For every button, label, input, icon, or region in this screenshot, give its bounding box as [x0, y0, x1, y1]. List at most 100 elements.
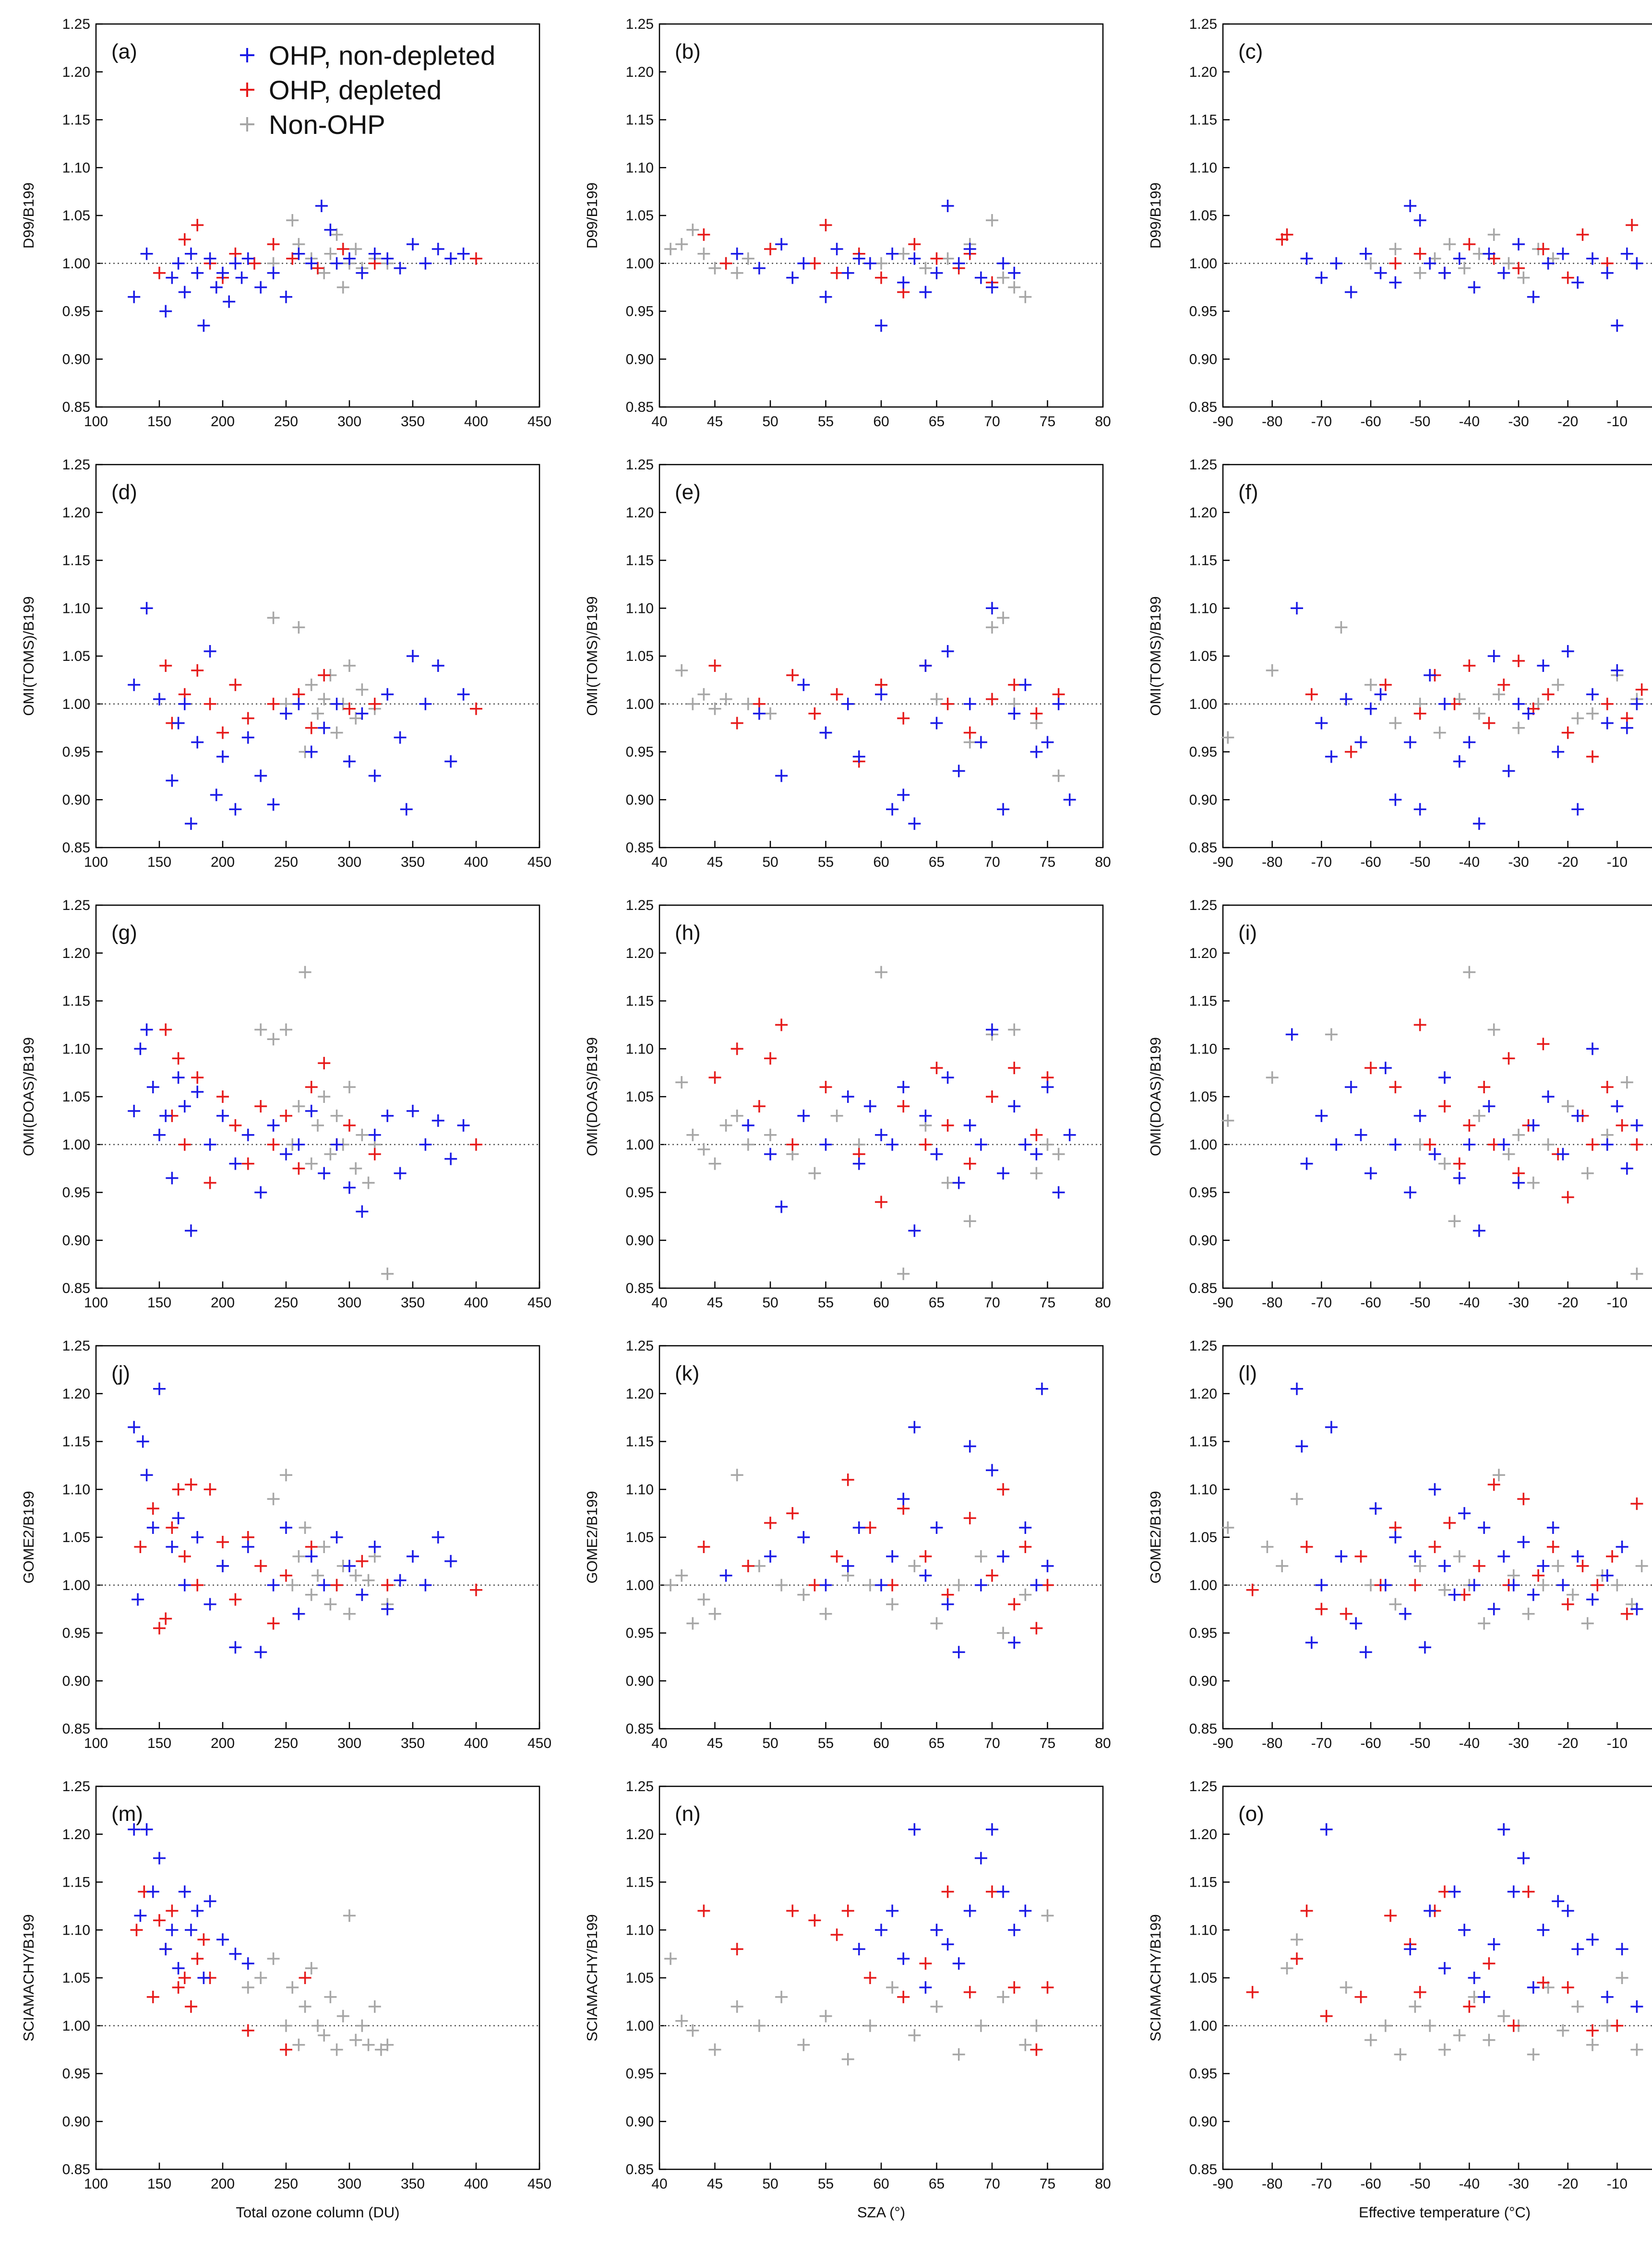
data-point: [470, 1138, 482, 1151]
data-point: [997, 271, 1010, 284]
data-point: [318, 1540, 331, 1553]
data-point: [1041, 1909, 1054, 1922]
data-point: [1517, 1852, 1530, 1865]
data-point: [941, 1119, 954, 1132]
y-tick-label: 1.25: [626, 1779, 654, 1794]
data-point: [852, 252, 865, 265]
data-point: [1404, 200, 1417, 213]
data-point: [897, 1268, 910, 1280]
data-point: [708, 702, 721, 715]
data-point: [1325, 1421, 1338, 1434]
data-point: [1379, 1062, 1392, 1075]
data-point: [952, 765, 965, 778]
data-point: [1611, 319, 1624, 332]
panel-letter: (d): [111, 480, 137, 504]
y-tick-label: 1.10: [1189, 1922, 1217, 1938]
data-point: [1413, 1018, 1426, 1031]
data-point: [254, 769, 267, 782]
data-point: [136, 1435, 149, 1448]
data-point: [172, 1981, 185, 1994]
x-tick-label: 80: [1095, 414, 1111, 430]
data-point: [292, 1138, 305, 1151]
data-point: [130, 1924, 143, 1937]
x-tick-label: 40: [651, 1735, 667, 1751]
data-point: [753, 2019, 766, 2032]
data-point: [997, 1885, 1010, 1898]
y-tick-label: 1.10: [1189, 1482, 1217, 1497]
y-tick-label: 0.85: [1189, 1721, 1217, 1737]
data-point: [324, 1148, 337, 1160]
x-tick-label: -40: [1459, 1735, 1480, 1751]
data-point: [897, 1952, 910, 1965]
data-point: [819, 726, 832, 739]
data-point: [1291, 1493, 1303, 1506]
data-point: [330, 1138, 343, 1151]
data-point: [819, 1081, 832, 1094]
y-axis-label: SCIAMACHY/B199: [20, 1914, 37, 2041]
y-tick-label: 0.85: [1189, 1280, 1217, 1296]
data-point: [343, 1119, 356, 1132]
data-point: [191, 1579, 204, 1591]
data-point: [185, 817, 197, 830]
data-point: [1453, 252, 1466, 265]
data-point: [1542, 1138, 1555, 1151]
data-point: [1601, 1081, 1614, 1094]
data-point: [1507, 2019, 1520, 2032]
x-tick-label: -10: [1607, 1735, 1628, 1751]
y-tick-label: 1.20: [626, 1827, 654, 1842]
panel-m: 0.85 0.90 0.95 1.00 1.05 1.10 1.15 1.20 1.25 100 1…: [20, 1779, 551, 2221]
y-tick-label: 0.90: [1189, 2114, 1217, 2129]
data-point: [1389, 1598, 1402, 1611]
data-point: [343, 252, 356, 265]
data-point: [1601, 697, 1614, 710]
data-point: [1365, 678, 1377, 691]
data-point: [886, 1981, 899, 1994]
data-point: [356, 1555, 369, 1567]
x-tick-label: -90: [1212, 2176, 1233, 2192]
data-point: [191, 266, 204, 279]
data-point: [1261, 1540, 1274, 1553]
data-point: [166, 1172, 179, 1184]
data-point: [280, 290, 292, 303]
x-tick-label: 60: [873, 414, 889, 430]
data-point: [708, 659, 721, 672]
data-point: [153, 1622, 166, 1635]
x-tick-label: 50: [762, 1735, 778, 1751]
y-tick-label: 1.05: [1189, 648, 1217, 664]
data-point: [286, 1579, 299, 1591]
data-point: [1300, 1157, 1313, 1170]
data-point: [318, 1579, 331, 1591]
data-point: [1409, 2000, 1422, 2013]
data-point: [1620, 1162, 1633, 1175]
data-point: [1527, 290, 1540, 303]
data-point: [343, 1081, 356, 1094]
y-tick-label: 0.95: [1189, 2066, 1217, 2082]
data-point: [986, 1885, 998, 1898]
x-tick-label: 50: [762, 414, 778, 430]
data-point: [336, 242, 349, 255]
data-point: [324, 223, 337, 236]
data-point: [1315, 1579, 1328, 1591]
data-point: [267, 1493, 280, 1506]
data-point: [974, 271, 987, 284]
data-point: [336, 281, 349, 294]
data-point: [708, 1071, 721, 1084]
data-point: [886, 1138, 899, 1151]
y-tick-label: 0.85: [62, 2162, 90, 2177]
panel-d: 0.85 0.90 0.95 1.00 1.05 1.10 1.15 1.20 1.25 100 1…: [20, 457, 551, 870]
x-tick-label: -30: [1508, 414, 1529, 430]
data-point: [1630, 2043, 1643, 2056]
data-point: [1428, 1483, 1441, 1496]
data-point: [349, 242, 362, 255]
data-point: [286, 252, 299, 265]
data-point: [431, 1114, 444, 1127]
x-tick-label: -20: [1557, 854, 1578, 870]
y-tick-label: 1.15: [1189, 1434, 1217, 1450]
data-point: [1266, 1071, 1279, 1084]
data-point: [941, 252, 954, 265]
data-point: [368, 1128, 381, 1141]
data-point: [1546, 1521, 1559, 1534]
x-tick-label: 450: [527, 1735, 551, 1751]
y-tick-label: 1.05: [1189, 208, 1217, 224]
y-tick-label: 1.00: [626, 256, 654, 272]
